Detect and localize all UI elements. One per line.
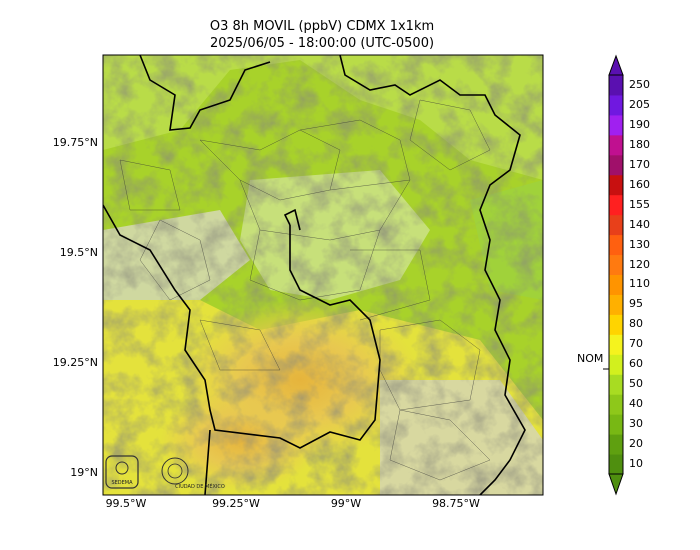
nom-label: NOM <box>577 352 604 365</box>
colorbar-label: 40 <box>629 397 643 411</box>
logo-left-text: SEDEMA <box>111 480 133 486</box>
colorbar-segment <box>609 414 623 435</box>
colorbar-segment <box>609 75 623 96</box>
lat-tick-19.5: 19.5°N <box>59 246 98 259</box>
colorbar-segment <box>609 314 623 335</box>
colorbar-label: 140 <box>629 217 650 231</box>
logo-right-text: CIUDAD DE MÉXICO <box>175 482 225 490</box>
colorbar-label: 155 <box>629 197 650 211</box>
lon-tick-98.75: 98.75°W <box>432 497 480 510</box>
lat-tick-19: 19°N <box>70 466 98 479</box>
colorbar-segment <box>609 234 623 256</box>
logo-sedema: SEDEMA <box>105 455 139 489</box>
colorbar-label: 250 <box>629 77 650 91</box>
colorbar-segment <box>609 294 623 315</box>
colorbar-segment <box>609 214 623 236</box>
municipal-boundaries <box>119 99 491 481</box>
colorbar-label: 180 <box>629 137 650 151</box>
colorbar-label: 70 <box>629 337 643 351</box>
colorbar-segment <box>609 454 623 475</box>
colorbar-extend-high <box>608 54 624 76</box>
colorbar-label: 95 <box>629 297 643 311</box>
logo-cdmx: CIUDAD DE MÉXICO <box>161 457 225 490</box>
colorbar-segment <box>609 94 623 116</box>
colorbar-segment <box>609 174 623 196</box>
lat-tick-19.75: 19.75°N <box>52 136 98 149</box>
map-title: O3 8h MOVIL (ppbV) CDMX 1x1km <box>209 19 435 34</box>
lat-tick-19.25: 19.25°N <box>52 356 98 369</box>
lon-tick-99.25: 99.25°W <box>212 497 260 510</box>
colorbar-label: 160 <box>629 177 650 191</box>
colorbar-label: 20 <box>629 437 643 451</box>
colorbar-segment <box>609 354 623 375</box>
lon-tick-99: 99°W <box>330 497 362 510</box>
colorbar-segment <box>609 394 623 415</box>
colorbar-label: 80 <box>629 317 643 331</box>
colorbar-segment <box>609 334 623 355</box>
map-frame <box>102 54 544 496</box>
colorbar-segment <box>609 134 623 156</box>
lon-tick-99.5: 99.5°W <box>105 497 147 510</box>
colorbar-label: 170 <box>629 157 650 171</box>
map-subtitle: 2025/06/05 - 18:00:00 (UTC-0500) <box>209 36 435 51</box>
colorbar-segment <box>609 194 623 216</box>
colorbar-segment <box>609 374 623 395</box>
colorbar-segment <box>609 154 623 176</box>
colorbar-segment <box>609 274 623 295</box>
colorbar-label: 60 <box>629 357 643 371</box>
colorbar-segment <box>609 114 623 136</box>
colorbar-label: 30 <box>629 417 643 431</box>
colorbar-extend-low <box>608 473 624 496</box>
colorbar-segment <box>609 254 623 275</box>
colorbar-label: 120 <box>629 257 650 271</box>
colorbar-label: 110 <box>629 277 650 291</box>
colorbar-label: 10 <box>629 457 643 471</box>
colorbar-label: 50 <box>629 377 643 391</box>
colorbar-segment <box>609 434 623 455</box>
colorbar-label: 130 <box>629 237 650 251</box>
colorbar-label: 190 <box>629 117 650 131</box>
map-field: SEDEMA CIUDAD DE MÉXICO <box>103 55 543 495</box>
state-boundaries <box>103 55 526 495</box>
colorbar-label: 205 <box>629 97 650 111</box>
